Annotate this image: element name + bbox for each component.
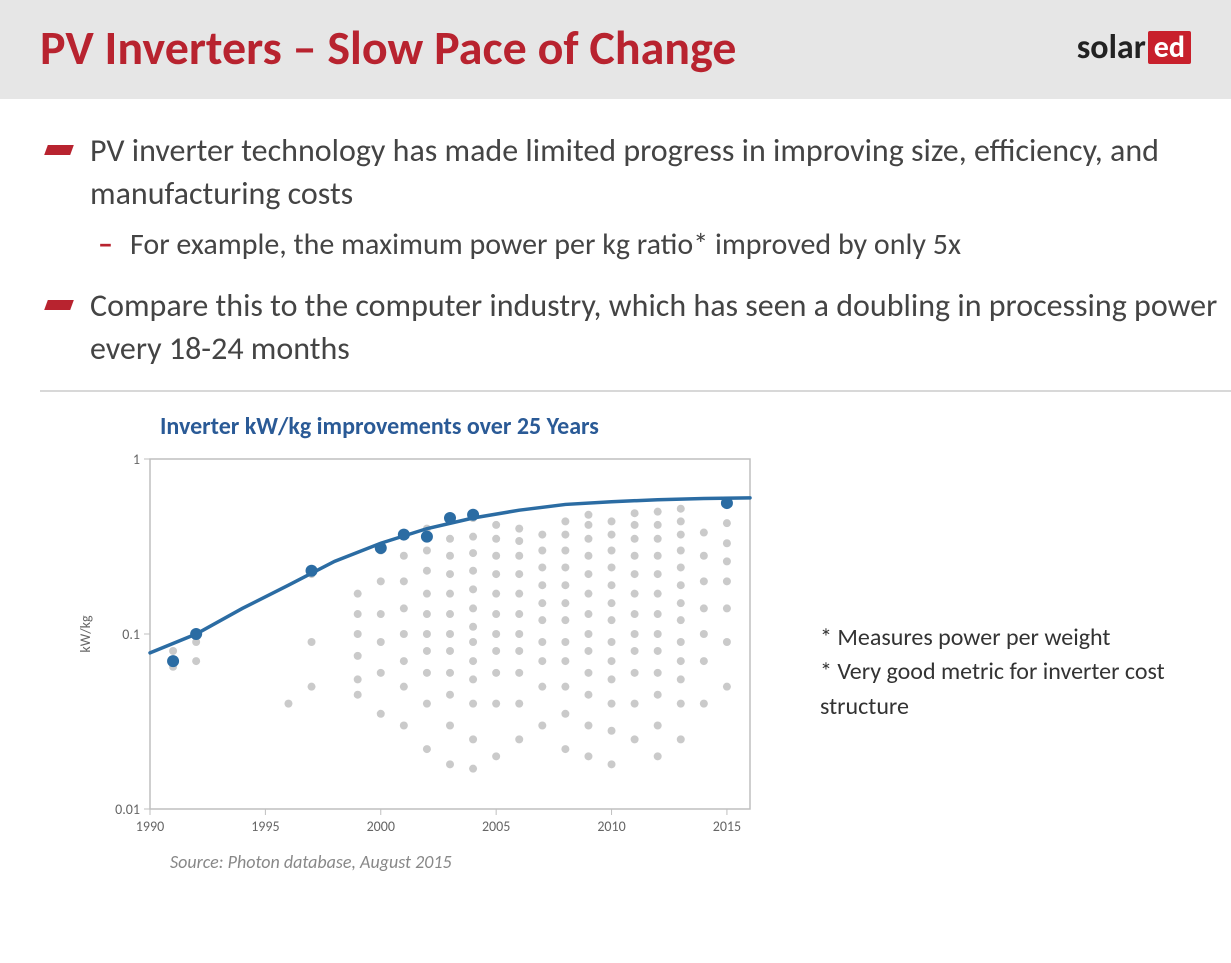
bullet-text: Compare this to the computer industry, w…	[90, 286, 1217, 368]
slide-title: PV Inverters – Slow Pace of Change	[40, 18, 736, 77]
brand-logo: solared	[1077, 27, 1191, 68]
chart-title: Inverter kW/kg improvements over 25 Year…	[160, 412, 770, 441]
bullet-list: PV inverter technology has made limited …	[40, 129, 1231, 370]
bullet-item: PV inverter technology has made limited …	[40, 129, 1231, 266]
annotation-line: * Measures power per weight	[820, 621, 1231, 656]
scatter-chart: 1990 1995 2000 2005 2010 2015 0.01 0.1 1 kW/kg	[70, 449, 770, 849]
svg-text:2010: 2010	[597, 818, 625, 835]
slide-body: PV inverter technology has made limited …	[0, 99, 1231, 873]
svg-text:2015: 2015	[713, 818, 741, 835]
bullet-item: Compare this to the computer industry, w…	[40, 284, 1231, 370]
svg-text:1995: 1995	[251, 818, 279, 835]
logo-box: ed	[1148, 31, 1191, 64]
logo-text: solar	[1077, 27, 1146, 68]
chart-row: Inverter kW/kg improvements over 25 Year…	[40, 390, 1231, 873]
svg-text:2000: 2000	[367, 818, 395, 835]
chart-source: Source: Photon database, August 2015	[170, 851, 770, 873]
svg-text:kW/kg: kW/kg	[77, 615, 94, 653]
slide-header: PV Inverters – Slow Pace of Change solar…	[0, 0, 1231, 99]
chart-block: Inverter kW/kg improvements over 25 Year…	[70, 412, 770, 873]
svg-text:1990: 1990	[136, 818, 164, 835]
chart-annotations: * Measures power per weight * Very good …	[820, 561, 1231, 725]
svg-text:2005: 2005	[482, 818, 510, 835]
sub-bullet-list: For example, the maximum power per kg ra…	[90, 225, 1231, 266]
svg-text:0.1: 0.1	[122, 626, 140, 643]
annotation-line: * Very good metric for inverter cost str…	[820, 655, 1231, 725]
svg-text:0.01: 0.01	[115, 801, 140, 818]
sub-bullet-item: For example, the maximum power per kg ra…	[90, 225, 1231, 266]
bullet-text: PV inverter technology has made limited …	[90, 131, 1159, 213]
svg-text:1: 1	[133, 451, 140, 468]
